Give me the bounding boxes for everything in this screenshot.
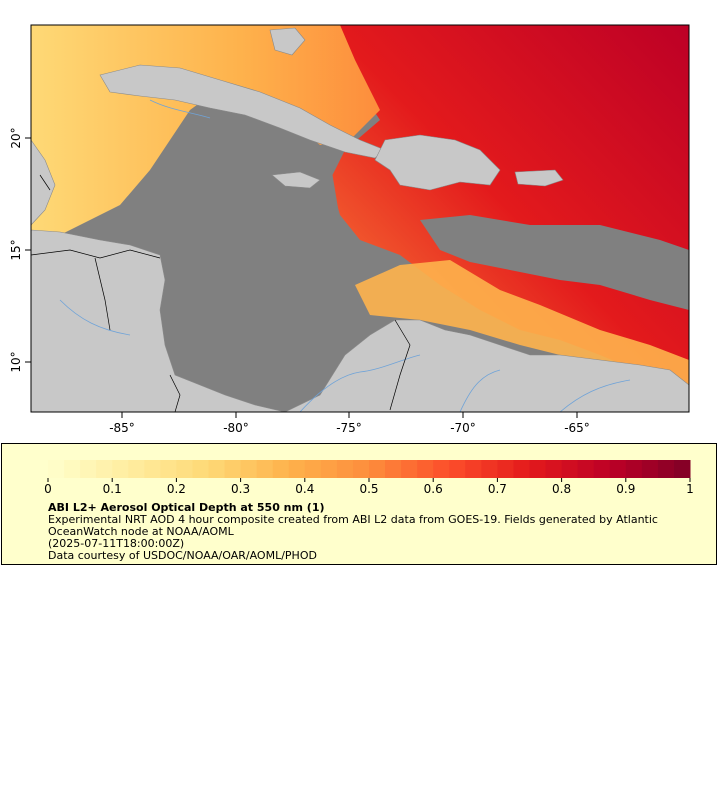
x-tick-label: -65° [564, 421, 590, 435]
map-frame [30, 24, 690, 413]
colorbar-swatch [176, 460, 193, 478]
colorbar-swatch [385, 460, 402, 478]
colorbar-swatch [641, 460, 659, 478]
legend-credit: Data courtesy of USDOC/NOAA/OAR/AOML/PHO… [48, 549, 317, 562]
colorbar-swatch [304, 460, 322, 478]
colorbar: 0 0.1 0.2 0.3 0.4 0.5 0.6 0.7 0.8 0.9 1 [44, 460, 694, 496]
x-tick-label: -75° [336, 421, 362, 435]
map-plot-area [31, 25, 689, 412]
colorbar-tick-label: 0.6 [424, 482, 443, 496]
colorbar-swatch [144, 460, 161, 478]
colorbar-swatch [336, 460, 354, 478]
colorbar-tick-label: 0.4 [295, 482, 314, 496]
colorbar-swatch [657, 460, 675, 478]
colorbar-tick-label: 1 [686, 482, 694, 496]
y-tick-label: 15° [9, 239, 23, 260]
colorbar-swatch [320, 460, 338, 478]
colorbar-tick-label: 0 [44, 482, 52, 496]
legend-panel: 0 0.1 0.2 0.3 0.4 0.5 0.6 0.7 0.8 0.9 1 ABI L2+ Ae… [1, 443, 717, 565]
legend-description-text: Experimental NRT AOD 4 hour composite cr… [48, 513, 658, 538]
colorbar-swatch [256, 460, 274, 478]
colorbar-swatch [401, 460, 418, 478]
land-hispaniola [374, 134, 501, 191]
colorbar-swatch [577, 460, 595, 478]
x-tick-label: -80° [223, 421, 249, 435]
colorbar-swatch [625, 460, 643, 478]
colorbar-swatch [192, 460, 209, 478]
colorbar-swatch [96, 460, 113, 478]
y-tick-label: 10° [9, 351, 23, 372]
colorbar-tick-label: 0.2 [167, 482, 186, 496]
land-yucatan [31, 139, 56, 226]
colorbar-swatch [240, 460, 258, 478]
colorbar-swatch [128, 460, 145, 478]
colorbar-swatch [449, 460, 466, 478]
colorbar-swatch [497, 460, 514, 478]
land-puerto-rico [514, 169, 564, 187]
colorbar-swatch [529, 460, 547, 478]
land-bahamas [269, 27, 306, 56]
colorbar-swatch [112, 460, 129, 478]
x-tick-label: -85° [109, 421, 135, 435]
rivers [59, 99, 631, 412]
colorbar-swatch [288, 460, 306, 478]
colorbar-swatch [433, 460, 450, 478]
colorbar-swatch [513, 460, 530, 478]
colorbar-tick-label: 0.9 [616, 482, 635, 496]
x-tick-label: -70° [450, 421, 476, 435]
land-jamaica [271, 171, 321, 189]
land-central-america [31, 229, 286, 412]
aod-nodata-western-caribbean [140, 95, 345, 400]
colorbar-swatch [481, 460, 498, 478]
colorbar-swatch [48, 460, 65, 478]
colorbar-swatch [224, 460, 242, 478]
colorbar-tick-label: 0.5 [359, 482, 378, 496]
legend-time: (2025-07-11T18:00:00Z) [48, 537, 185, 550]
aod-field-northeast [330, 25, 689, 395]
legend-title: ABI L2+ Aerosol Optical Depth at 550 nm … [48, 501, 325, 514]
map-figure: -85° -80° -75° -70° -65° 20° 15° 10° [9, 24, 690, 435]
colorbar-swatch [609, 460, 627, 478]
colorbar-swatch [561, 460, 579, 478]
colorbar-swatch [369, 460, 386, 478]
colorbar-swatch [673, 460, 691, 478]
colorbar-swatch [465, 460, 482, 478]
borders [31, 174, 411, 412]
colorbar-swatch [352, 460, 370, 478]
colorbar-tick-label: 0.3 [231, 482, 250, 496]
colorbar-swatch [545, 460, 563, 478]
aod-nodata-central-caribbean [420, 215, 689, 310]
legend-description: Experimental NRT AOD 4 hour composite cr… [48, 514, 688, 562]
colorbar-swatch [417, 460, 434, 478]
land-cuba [99, 64, 386, 159]
colorbar-swatch [593, 460, 611, 478]
y-axis: 20° 15° 10° [9, 127, 31, 373]
y-tick-label: 20° [9, 127, 23, 148]
land-south-america [284, 319, 689, 412]
colorbar-swatch [64, 460, 81, 478]
colorbar-swatch [272, 460, 290, 478]
colorbar-swatch [208, 460, 226, 478]
x-axis: -85° -80° -75° -70° -65° [109, 412, 590, 435]
colorbar-swatch [80, 460, 97, 478]
colorbar-tick-label: 0.8 [552, 482, 571, 496]
colorbar-tick-label: 0.1 [103, 482, 122, 496]
colorbar-ticks: 0 0.1 0.2 0.3 0.4 0.5 0.6 0.7 0.8 0.9 1 [44, 478, 694, 496]
colorbar-swatch [160, 460, 177, 478]
colorbar-tick-label: 0.7 [488, 482, 507, 496]
colorbar-swatches [48, 460, 691, 478]
